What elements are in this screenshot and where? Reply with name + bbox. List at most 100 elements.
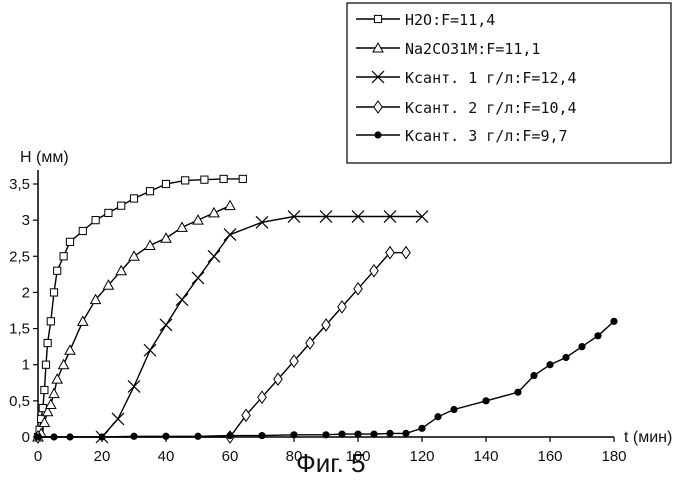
legend-label: H2O:F=11,4 — [405, 11, 495, 29]
tick-labels: 02040608010012014016018000,511,522,533,5 — [9, 176, 626, 465]
data-point — [66, 238, 73, 245]
series-group — [33, 175, 618, 443]
data-point — [98, 433, 105, 440]
x-tick-label: 180 — [601, 448, 626, 465]
data-point — [225, 201, 235, 210]
data-point — [60, 253, 67, 260]
x-tick-label: 140 — [473, 448, 498, 465]
data-point — [176, 294, 188, 306]
figure-caption: Фиг. 5 — [296, 448, 366, 478]
data-point — [258, 432, 265, 439]
data-point — [224, 229, 236, 241]
data-point — [54, 267, 61, 274]
data-point — [177, 222, 187, 231]
data-point — [209, 208, 219, 217]
data-point — [50, 289, 57, 296]
data-point — [129, 251, 139, 260]
legend-label: Ксант. 1 г/л:F=12,4 — [405, 69, 577, 87]
data-point — [130, 195, 137, 202]
data-point — [290, 431, 297, 438]
y-axis-label: H (мм) — [20, 149, 69, 166]
y-tick-label: 0,5 — [9, 393, 30, 410]
data-point — [194, 433, 201, 440]
legend-label: Na2CO31M:F=11,1 — [405, 40, 540, 58]
data-point — [66, 433, 73, 440]
data-point — [594, 332, 601, 339]
data-point — [402, 247, 410, 259]
x-tick-label: 0 — [34, 448, 42, 465]
data-point — [161, 233, 171, 242]
data-point — [92, 217, 99, 224]
data-point — [226, 432, 233, 439]
data-point — [105, 209, 112, 216]
data-point — [146, 188, 153, 195]
x-tick-label: 160 — [537, 448, 562, 465]
data-point — [145, 240, 155, 249]
data-point — [193, 215, 203, 224]
data-point — [59, 360, 69, 369]
data-point — [162, 433, 169, 440]
x-tick-label: 60 — [222, 448, 239, 465]
data-point — [112, 413, 124, 425]
data-point — [514, 389, 521, 396]
data-point — [450, 406, 457, 413]
legend: H2O:F=11,4 Na2CO31M:F=11,1 Ксант. 1 г/л:F=… — [347, 3, 671, 163]
data-point — [50, 433, 57, 440]
data-point — [434, 413, 441, 420]
data-point — [338, 431, 345, 438]
data-point — [78, 316, 88, 325]
data-point — [322, 431, 329, 438]
y-tick-label: 1 — [22, 357, 30, 374]
data-point — [354, 431, 361, 438]
series-line — [38, 253, 406, 437]
y-tick-label: 2,5 — [9, 248, 30, 265]
data-point — [374, 131, 381, 138]
y-tick-label: 2 — [22, 284, 30, 301]
x-axis-label: t (мин) — [624, 429, 672, 446]
data-point — [192, 272, 204, 284]
x-tick-label: 20 — [94, 448, 111, 465]
legend-label: Ксант. 2 г/л:F=10,4 — [405, 99, 577, 117]
data-point — [42, 361, 49, 368]
data-point — [65, 345, 75, 354]
y-tick-label: 1,5 — [9, 321, 30, 338]
data-point — [118, 202, 125, 209]
data-point — [201, 176, 208, 183]
x-tick-label: 120 — [409, 448, 434, 465]
data-point — [47, 318, 54, 325]
data-point — [370, 431, 377, 438]
data-point — [402, 430, 409, 437]
series-line — [38, 321, 614, 437]
data-point — [41, 386, 48, 393]
data-point — [144, 344, 156, 356]
data-point — [34, 433, 41, 440]
data-point — [386, 430, 393, 437]
data-point — [374, 15, 381, 22]
data-point — [530, 372, 537, 379]
data-point — [418, 425, 425, 432]
legend-label: Ксант. 3 г/л:F=9,7 — [405, 127, 568, 145]
series-3 — [96, 211, 428, 443]
data-point — [44, 339, 51, 346]
y-tick-label: 3 — [22, 212, 30, 229]
axes — [33, 170, 614, 442]
data-point — [482, 397, 489, 404]
data-point — [79, 227, 86, 234]
data-point — [128, 380, 140, 392]
data-point — [130, 433, 137, 440]
data-point — [49, 389, 59, 398]
series-2 — [33, 201, 235, 441]
data-point — [160, 319, 172, 331]
data-point — [208, 250, 220, 262]
data-point — [182, 177, 189, 184]
data-point — [162, 180, 169, 187]
data-point — [46, 399, 56, 408]
data-point — [256, 216, 268, 228]
x-tick-label: 40 — [158, 448, 175, 465]
series-4 — [34, 247, 410, 443]
data-point — [52, 374, 62, 383]
y-tick-label: 0 — [22, 429, 30, 446]
data-point — [239, 175, 246, 182]
y-tick-label: 3,5 — [9, 176, 30, 193]
data-point — [578, 343, 585, 350]
